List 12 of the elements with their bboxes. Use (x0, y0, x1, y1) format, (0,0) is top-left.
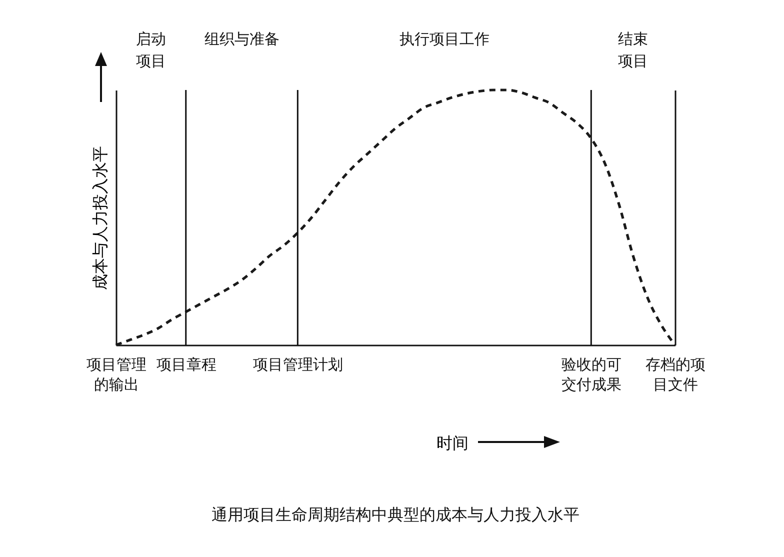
x-axis-title: 时间 (436, 434, 468, 452)
text: 通用项目生命周期结构中典型的成本与人力投入水平 (212, 505, 580, 524)
text: 结束项目 (618, 30, 648, 70)
x-tick-label: 项目管理计划 (253, 356, 344, 374)
x-tick-label: 项目管理的输出 (86, 356, 146, 394)
x-tick-label: 存档的项目文件 (646, 356, 706, 394)
text: 执行项目工作 (399, 30, 490, 48)
text: 组织与准备 (204, 30, 280, 48)
y-axis-title: 成本与人力投入水平 (90, 146, 110, 290)
x-tick-label: 项目章程 (156, 356, 216, 374)
x-tick-label: 验收的可交付成果 (562, 356, 622, 394)
text: 启动项目 (136, 30, 166, 70)
